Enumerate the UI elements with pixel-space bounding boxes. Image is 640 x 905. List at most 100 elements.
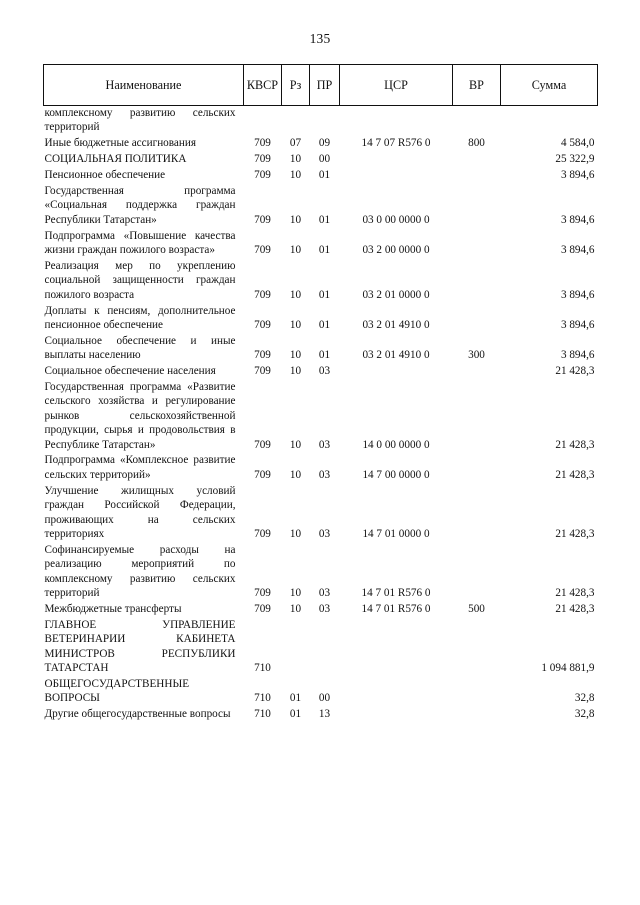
row-vr [453,106,501,135]
row-name: Государственная программа «Развитие сель… [44,381,236,451]
row-sum: 1 094 881,9 [541,661,595,674]
row-pr: 03 [318,438,331,451]
column-header-csr: ЦСР [339,64,453,106]
row-rz: 10 [289,318,302,331]
row-vr [453,616,501,675]
column-header-sum: Сумма [500,64,598,106]
row-vr [453,452,501,482]
row-kvsr: 709 [254,438,271,451]
row-sum: 3 894,6 [560,318,595,331]
row-pr: 13 [318,708,331,721]
row-name: Доплаты к пенсиям, дополнительное пенсио… [44,304,236,331]
row-name: ГЛАВНОЕ УПРАВЛЕНИЕ ВЕТЕРИНАРИИ КАБИНЕТА … [44,618,236,674]
row-vr [453,167,501,183]
page-number: 135 [309,31,331,46]
row-kvsr: 709 [254,153,271,166]
row-vr [453,227,501,257]
row-sum: 4 584,0 [560,137,595,150]
row-kvsr: 710 [254,708,271,721]
row-name: Подпрограмма «Повышение качества жизни г… [44,229,236,257]
row-csr [340,106,453,135]
row-csr [340,675,453,705]
table-row: Подпрограмма «Комплексное развитие сельс… [44,452,598,482]
row-name: Подпрограмма «Комплексное развитие сельс… [44,454,236,481]
row-vr: 500 [468,602,485,615]
row-rz: 10 [289,587,302,599]
row-rz: 01 [289,708,302,721]
row-sum: 21 428,3 [555,587,595,599]
column-header-name: Наименование [43,64,244,106]
row-sum: 32,8 [574,692,595,705]
row-pr [310,616,340,675]
row-kvsr: 709 [254,527,271,540]
column-header-rz: Рз [281,64,310,106]
budget-appropriations-table: Наименование КВСР Рз ПР ЦСР ВР Сумма ком… [43,64,598,722]
table-row: Государственная программа «Развитие сель… [44,379,598,452]
row-sum: 3 894,6 [560,213,595,226]
row-name: комплексному развитию сельских территори… [44,107,236,134]
row-sum: 3 894,6 [560,244,595,257]
row-vr: 800 [468,137,485,150]
row-rz: 10 [289,602,302,615]
row-pr: 09 [318,137,331,150]
table-row: Улучшение жилищных условий граждан Росси… [44,482,598,541]
row-kvsr: 709 [254,349,271,362]
row-kvsr: 709 [254,587,271,599]
row-rz: 10 [289,288,302,301]
row-sum: 21 428,3 [555,468,595,481]
table-row: Социальное обеспечение и иные выплаты на… [44,332,598,362]
table-row: Подпрограмма «Повышение качества жизни г… [44,227,598,257]
row-vr [453,257,501,302]
table-row: Пенсионное обеспечение 709 10 01 3 894,6 [44,167,598,183]
row-pr: 01 [318,244,331,257]
row-name: Софинансируемые расходы на реализацию ме… [44,543,236,599]
row-rz: 10 [289,153,302,166]
row-kvsr: 709 [254,365,271,378]
row-vr [453,706,501,722]
table-row: Государственная программа «Социальная по… [44,182,598,227]
row-rz: 01 [289,692,302,705]
row-sum [501,106,598,135]
row-sum: 3 894,6 [560,349,595,362]
row-csr: 03 2 00 0000 0 [362,244,430,257]
row-csr [340,151,453,167]
row-kvsr: 710 [254,661,271,674]
row-csr [340,363,453,379]
row-pr: 00 [318,153,331,166]
row-kvsr: 709 [254,468,271,481]
row-sum: 3 894,6 [560,288,595,301]
row-csr [340,616,453,675]
row-name: Иные бюджетные ассигнования [44,137,197,150]
row-kvsr: 709 [254,602,271,615]
row-csr: 14 7 01 R576 0 [361,587,431,599]
row-pr: 03 [318,468,331,481]
row-kvsr: 709 [254,244,271,257]
row-name: Социальное обеспечение населения [44,365,216,378]
table-row: Софинансируемые расходы на реализацию ме… [44,541,598,600]
row-vr [453,363,501,379]
row-pr: 00 [318,692,331,705]
row-name: Государственная программа «Социальная по… [44,184,236,226]
row-rz: 10 [289,527,302,540]
row-rz: 10 [289,438,302,451]
row-name: Межбюджетные трансферты [44,602,182,615]
table-header-row: Наименование КВСР Рз ПР ЦСР ВР Сумма [43,64,598,106]
row-vr [453,675,501,705]
row-sum: 3 894,6 [560,169,595,182]
row-sum: 21 428,3 [555,438,595,451]
row-rz [282,106,310,135]
row-name: Пенсионное обеспечение [44,169,166,182]
row-vr: 300 [468,349,485,362]
row-pr: 01 [318,349,331,362]
row-kvsr: 709 [254,288,271,301]
table-row: Иные бюджетные ассигнования 709 07 09 14 7 0… [44,135,598,151]
row-pr: 03 [318,365,331,378]
row-name: Улучшение жилищных условий граждан Росси… [44,484,236,540]
row-name: Реализация мер по укреплению социальной … [44,259,236,301]
row-vr [453,151,501,167]
row-pr: 01 [318,318,331,331]
table-header: Наименование КВСР Рз ПР ЦСР ВР Сумма [43,64,598,106]
row-name: СОЦИАЛЬНАЯ ПОЛИТИКА [44,153,187,166]
row-pr: 01 [318,213,331,226]
